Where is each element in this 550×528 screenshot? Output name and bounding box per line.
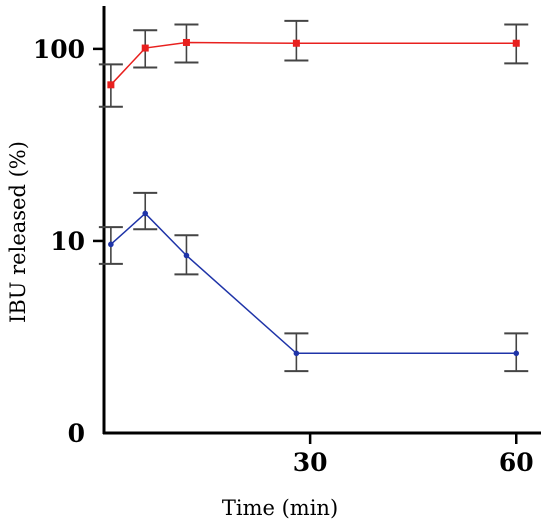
data-point bbox=[293, 350, 300, 357]
y-tick-label: 10 bbox=[50, 227, 85, 256]
ticks: 30 60 0 10 100 bbox=[33, 35, 534, 477]
data-point bbox=[142, 210, 149, 217]
data-point bbox=[141, 44, 149, 52]
series-layer bbox=[98, 19, 529, 373]
x-tick-label: 30 bbox=[293, 448, 328, 477]
data-point bbox=[513, 350, 520, 357]
data-point bbox=[512, 39, 520, 47]
axes bbox=[102, 6, 541, 435]
data-point bbox=[183, 252, 190, 259]
series-line bbox=[110, 212, 517, 355]
data-point bbox=[292, 39, 300, 47]
data-point bbox=[182, 38, 190, 46]
data-point bbox=[107, 81, 115, 89]
y-axis-title: IBU released (%) bbox=[6, 141, 30, 323]
x-axis-title: Time (min) bbox=[222, 496, 338, 520]
series-line bbox=[110, 41, 517, 86]
series-1 bbox=[98, 19, 529, 108]
y-tick-label: 0 bbox=[68, 419, 85, 448]
y-tick-label: 100 bbox=[33, 35, 85, 64]
x-tick-label: 60 bbox=[499, 448, 534, 477]
data-point bbox=[108, 241, 114, 248]
series-2 bbox=[98, 191, 529, 373]
